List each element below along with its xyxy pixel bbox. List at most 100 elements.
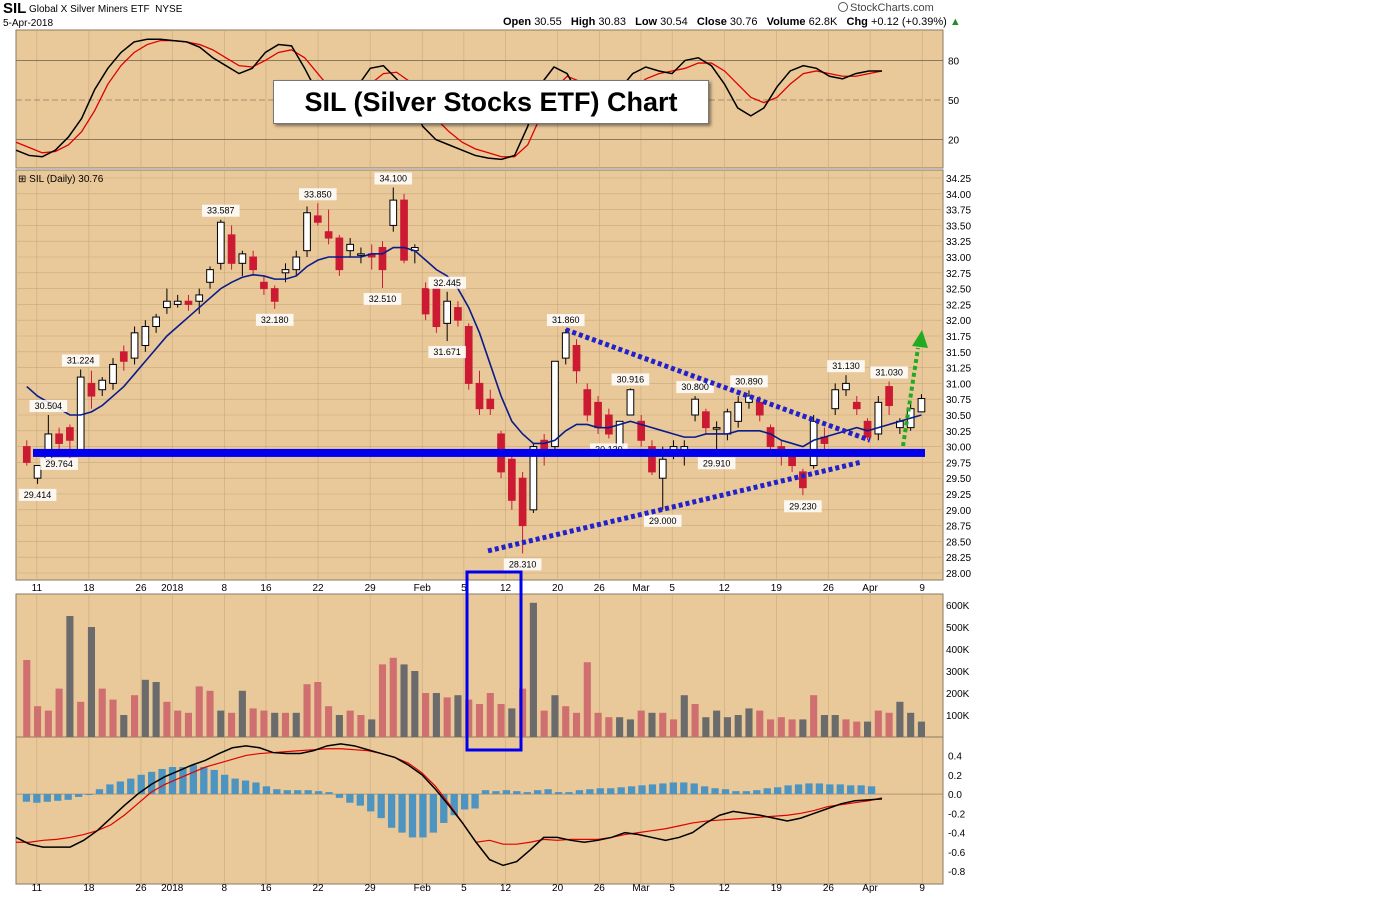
volume-bar xyxy=(141,679,149,737)
candle-body xyxy=(270,288,279,302)
x-tick-label: 29 xyxy=(365,583,377,594)
panel-background-vol xyxy=(15,593,944,738)
macd-histogram-bar xyxy=(116,781,124,795)
volume-bar xyxy=(217,710,225,737)
price-label: 31.030 xyxy=(875,368,903,378)
price-label-bg xyxy=(428,346,466,359)
high-label: High xyxy=(570,16,596,28)
price-label-bg xyxy=(29,400,68,412)
candle-body xyxy=(809,420,818,467)
macd-histogram-bar xyxy=(325,792,333,795)
stoch-tick-label: 80 xyxy=(948,56,960,67)
candle-body xyxy=(766,427,775,448)
macd-histogram-bar xyxy=(502,790,511,795)
annotation-overlay xyxy=(33,327,928,752)
candle-body xyxy=(119,351,128,362)
price-tick-label: 29.00 xyxy=(946,506,971,517)
candle-body xyxy=(281,269,290,274)
copyright-icon xyxy=(838,2,848,12)
macd-histogram-bar xyxy=(867,786,876,795)
candle-body xyxy=(702,411,710,429)
stoch-fast-line xyxy=(15,38,882,161)
price-tick-label: 29.50 xyxy=(946,474,971,485)
grid-lines xyxy=(16,30,943,884)
volume-bar xyxy=(605,717,613,737)
x-tick-label: 5 xyxy=(669,583,675,594)
price-label-bg xyxy=(546,314,585,327)
volume-bar xyxy=(66,616,74,737)
price-label: 30.504 xyxy=(35,401,63,411)
price-tick-label: 30.75 xyxy=(946,395,971,406)
price-label-bg xyxy=(697,457,736,470)
candle-body xyxy=(400,199,408,261)
volume-bar xyxy=(659,712,667,737)
volume-bar xyxy=(519,688,527,737)
macd-histogram-bar xyxy=(231,778,239,795)
candle-body xyxy=(561,332,570,359)
price-tick-label: 34.00 xyxy=(946,190,971,201)
stoch-tick-label: 20 xyxy=(948,136,960,147)
volume-bar xyxy=(594,712,602,737)
price-panel-title: ⊞ SIL (Daily) 30.76 xyxy=(18,174,103,185)
macd-histogram-bar xyxy=(460,794,469,810)
panel-background-macd xyxy=(15,736,944,885)
x-tick-label-bottom: 18 xyxy=(83,883,95,894)
macd-histogram-bar xyxy=(826,784,834,795)
macd-tick-label: 0.4 xyxy=(948,751,962,762)
volume-bar xyxy=(195,686,203,737)
volume-bar xyxy=(777,717,785,737)
price-label: 33.850 xyxy=(304,189,332,199)
macd-histogram-bar xyxy=(262,786,271,795)
candle-body xyxy=(572,344,581,372)
candle-body xyxy=(109,363,117,384)
price-tick-label: 32.75 xyxy=(946,269,971,280)
candle-body xyxy=(863,420,872,438)
volume-bar xyxy=(389,657,397,737)
macd-histogram-bar xyxy=(544,789,552,795)
x-tick-label-bottom: 20 xyxy=(552,883,564,894)
volume-bar xyxy=(831,715,839,737)
macd-panel xyxy=(15,743,943,867)
open-label: Open xyxy=(503,16,532,28)
macd-histogram-bar xyxy=(74,794,83,797)
candle-body xyxy=(346,243,354,252)
volume-bar xyxy=(34,706,42,737)
volume-bar xyxy=(907,712,915,737)
price-tick-label: 29.75 xyxy=(946,458,971,469)
x-tick-label-bottom: Mar xyxy=(632,883,650,894)
macd-histogram-bar xyxy=(283,790,291,795)
x-tick-label-bottom: 22 xyxy=(312,883,324,894)
low-value: 30.54 xyxy=(660,16,688,28)
macd-histogram-bar xyxy=(33,794,41,803)
lower-trendline xyxy=(487,459,861,554)
x-tick-label: 26 xyxy=(135,583,147,594)
price-panel: 29.414 30.504 29.764 31.224 33.587 32.180 33.8… xyxy=(18,172,926,571)
x-tick-label-bottom: 26 xyxy=(135,883,147,894)
macd-histogram-bar xyxy=(784,785,792,795)
candle-body xyxy=(723,411,732,435)
macd-histogram-bar xyxy=(513,791,521,795)
x-tick-label-bottom: 26 xyxy=(594,883,606,894)
macd-histogram-bar xyxy=(794,784,803,795)
candle-body xyxy=(249,256,257,271)
candle-body xyxy=(626,389,635,416)
price-label-bg xyxy=(299,188,337,201)
macd-histogram-bar xyxy=(304,790,312,795)
change-value: +0.12 (+0.39%) xyxy=(870,16,947,28)
price-tick-label: 31.75 xyxy=(946,332,971,343)
macd-histogram-bar xyxy=(252,782,260,795)
x-tick-label: 26 xyxy=(823,583,835,594)
volume-tick-label: 600K xyxy=(946,601,970,612)
candle-body xyxy=(206,269,214,283)
volume-bar xyxy=(335,715,343,737)
volume-bar xyxy=(626,719,634,737)
candle-body xyxy=(594,401,602,429)
candle-body xyxy=(648,446,656,473)
price-label-bg xyxy=(676,381,714,394)
volume-bar xyxy=(734,715,742,737)
price-tick-label: 33.75 xyxy=(946,206,971,217)
volume-bar xyxy=(745,708,753,737)
stoch-tick-label: 50 xyxy=(948,96,960,107)
macd-histogram-bar xyxy=(847,785,855,795)
volume-bar xyxy=(368,719,376,737)
